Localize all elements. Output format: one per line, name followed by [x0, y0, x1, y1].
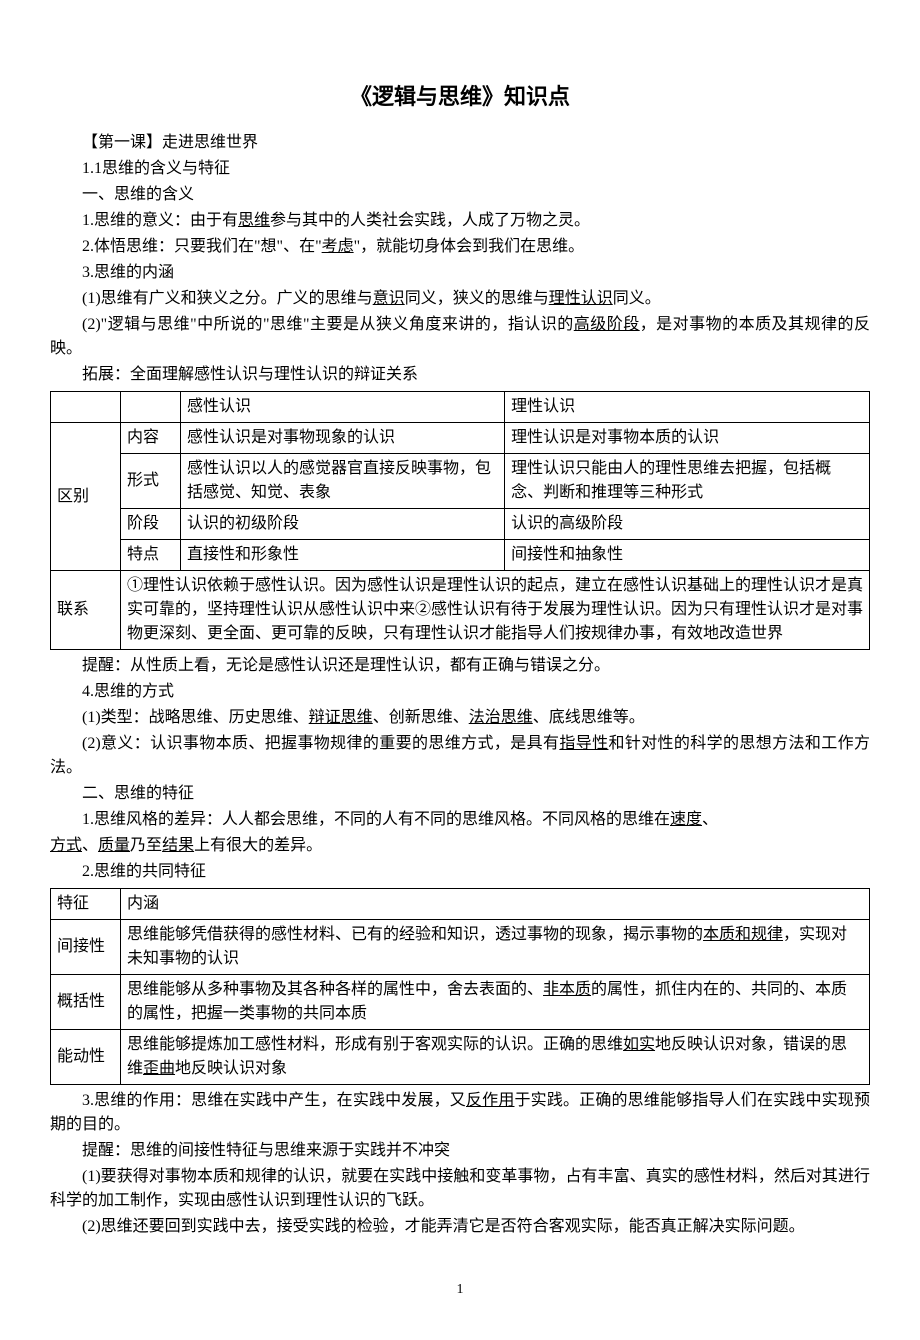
table-cell: 感性认识以人的感觉器官直接反映事物，包括感觉、知觉、表象 [181, 454, 505, 509]
table-cell: 特点 [121, 540, 181, 571]
table-cell: ①理性认识依赖于感性认识。因为感性认识是理性认识的起点，建立在感性认识基础上的理… [121, 571, 870, 650]
body-text: 拓展：全面理解感性认识与理性认识的辩证关系 [50, 363, 870, 387]
table-cell: 间接性 [51, 920, 121, 975]
section-heading: 一、思维的含义 [50, 183, 870, 207]
table-cell: 理性认识只能由人的理性思维去把握，包括概念、判断和推理等三种形式 [505, 454, 870, 509]
table-cell: 形式 [121, 454, 181, 509]
section-heading: 1.1思维的含义与特征 [50, 157, 870, 181]
body-text: 2.体悟思维：只要我们在"想"、在"考虑"，就能切身体会到我们在思维。 [50, 235, 870, 259]
table-cell: 直接性和形象性 [181, 540, 505, 571]
table-row: 特征 内涵 [51, 889, 870, 920]
table-row: 能动性 思维能够提炼加工感性材料，形成有别于客观实际的认识。正确的思维如实地反映… [51, 1030, 870, 1085]
table-cell: 区别 [51, 423, 121, 571]
table-cell: 特征 [51, 889, 121, 920]
comparison-table-1: 感性认识 理性认识 区别 内容 感性认识是对事物现象的认识 理性认识是对事物本质… [50, 391, 870, 650]
table-cell: 感性认识是对事物现象的认识 [181, 423, 505, 454]
body-text: 2.思维的共同特征 [50, 860, 870, 884]
body-text: (2)思维还要回到实践中去，接受实践的检验，才能弄清它是否符合客观实际，能否真正… [50, 1215, 870, 1239]
table-cell: 内涵 [121, 889, 870, 920]
comparison-table-2: 特征 内涵 间接性 思维能够凭借获得的感性材料、已有的经验和知识，透过事物的现象… [50, 888, 870, 1085]
body-text: (2)"逻辑与思维"中所说的"思维"主要是从狭义角度来讲的，指认识的高级阶段，是… [50, 313, 870, 361]
body-text: 4.思维的方式 [50, 680, 870, 704]
table-cell: 理性认识 [505, 392, 870, 423]
body-text: 提醒：从性质上看，无论是感性认识还是理性认识，都有正确与错误之分。 [50, 654, 870, 678]
page-number: 1 [50, 1279, 870, 1300]
table-cell: 思维能够从多种事物及其各种各样的属性中，舍去表面的、非本质的属性，抓住内在的、共… [121, 975, 870, 1030]
body-text: (1)思维有广义和狭义之分。广义的思维与意识同义，狭义的思维与理性认识同义。 [50, 287, 870, 311]
table-cell: 能动性 [51, 1030, 121, 1085]
body-text: 1.思维的意义：由于有思维参与其中的人类社会实践，人成了万物之灵。 [50, 209, 870, 233]
table-cell: 感性认识 [181, 392, 505, 423]
table-row: 间接性 思维能够凭借获得的感性材料、已有的经验和知识，透过事物的现象，揭示事物的… [51, 920, 870, 975]
body-text: 3.思维的内涵 [50, 261, 870, 285]
table-row: 区别 内容 感性认识是对事物现象的认识 理性认识是对事物本质的认识 [51, 423, 870, 454]
table-cell: 思维能够凭借获得的感性材料、已有的经验和知识，透过事物的现象，揭示事物的本质和规… [121, 920, 870, 975]
section-heading: 【第一课】走进思维世界 [50, 131, 870, 155]
body-text: 3.思维的作用：思维在实践中产生，在实践中发展，又反作用于实践。正确的思维能够指… [50, 1089, 870, 1137]
table-cell: 内容 [121, 423, 181, 454]
document-title: 《逻辑与思维》知识点 [50, 80, 870, 113]
body-text: (2)意义：认识事物本质、把握事物规律的重要的思维方式，是具有指导性和针对性的科… [50, 732, 870, 780]
body-text: 1.思维风格的差异：人人都会思维，不同的人有不同的思维风格。不同风格的思维在速度… [50, 808, 870, 832]
body-text: 二、思维的特征 [50, 782, 870, 806]
body-text: (1)要获得对事物本质和规律的认识，就要在实践中接触和变革事物，占有丰富、真实的… [50, 1165, 870, 1213]
table-row: 阶段 认识的初级阶段 认识的高级阶段 [51, 509, 870, 540]
table-cell [121, 392, 181, 423]
table-cell: 间接性和抽象性 [505, 540, 870, 571]
body-text: (1)类型：战略思维、历史思维、辩证思维、创新思维、法治思维、底线思维等。 [50, 706, 870, 730]
table-cell: 阶段 [121, 509, 181, 540]
table-cell: 认识的初级阶段 [181, 509, 505, 540]
table-cell: 概括性 [51, 975, 121, 1030]
table-row: 形式 感性认识以人的感觉器官直接反映事物，包括感觉、知觉、表象 理性认识只能由人… [51, 454, 870, 509]
body-text: 方式、质量乃至结果上有很大的差异。 [50, 834, 870, 858]
table-cell [51, 392, 121, 423]
table-row: 联系 ①理性认识依赖于感性认识。因为感性认识是理性认识的起点，建立在感性认识基础… [51, 571, 870, 650]
table-cell: 思维能够提炼加工感性材料，形成有别于客观实际的认识。正确的思维如实地反映认识对象… [121, 1030, 870, 1085]
table-row: 感性认识 理性认识 [51, 392, 870, 423]
table-cell: 理性认识是对事物本质的认识 [505, 423, 870, 454]
body-text: 提醒：思维的间接性特征与思维来源于实践并不冲突 [50, 1139, 870, 1163]
table-cell: 联系 [51, 571, 121, 650]
table-row: 特点 直接性和形象性 间接性和抽象性 [51, 540, 870, 571]
table-cell: 认识的高级阶段 [505, 509, 870, 540]
document-content: 【第一课】走进思维世界 1.1思维的含义与特征 一、思维的含义 1.思维的意义：… [50, 131, 870, 1239]
table-row: 概括性 思维能够从多种事物及其各种各样的属性中，舍去表面的、非本质的属性，抓住内… [51, 975, 870, 1030]
